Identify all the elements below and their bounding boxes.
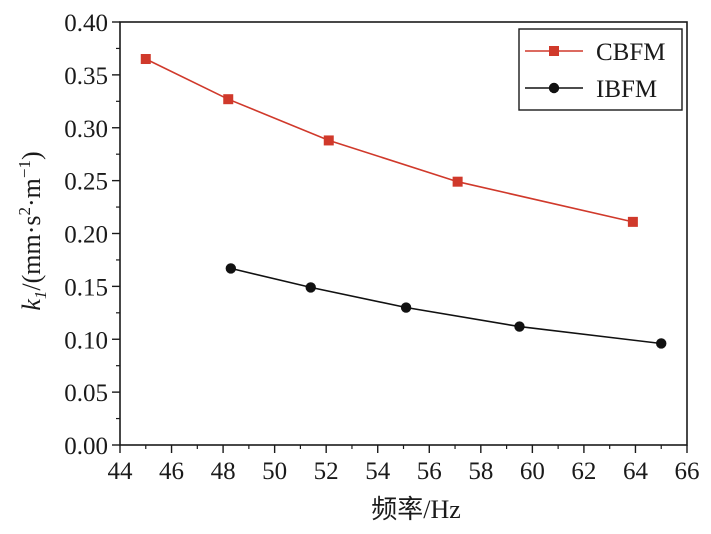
y-tick-label: 0.00 — [64, 433, 108, 460]
x-tick-label: 54 — [365, 458, 391, 485]
y-tick-label: 0.25 — [64, 169, 108, 196]
y-axis-unit-suffix: ) — [17, 151, 46, 160]
legend-cbfm-label: CBFM — [596, 39, 665, 66]
y-axis-title: k1/(mm·s2·m−1) — [15, 151, 50, 310]
plot-frame — [119, 21, 688, 446]
cbfm-point — [140, 54, 151, 65]
y-tick-label: 0.40 — [64, 10, 108, 37]
cbfm-point — [223, 94, 234, 105]
x-tick-label: 48 — [211, 458, 236, 485]
legend-ibfm-label: IBFM — [596, 76, 657, 103]
x-tick-label: 56 — [417, 458, 442, 485]
x-tick-label: 44 — [108, 458, 134, 485]
cbfm-point — [323, 135, 334, 146]
y-axis-unit-prefix: /(mm·s — [17, 216, 46, 291]
legend-cbfm-marker — [549, 46, 559, 56]
y-tick-label: 0.20 — [64, 222, 108, 249]
y-tick-label: 0.05 — [64, 380, 108, 407]
ibfm-line — [230, 267, 662, 345]
series-cbfm — [140, 54, 638, 227]
y-tick-label: 0.30 — [64, 116, 108, 143]
legend-box — [518, 28, 683, 111]
x-tick-label: 60 — [520, 458, 545, 485]
x-tick-label: 50 — [262, 458, 287, 485]
y-axis-superscript-2: 2 — [15, 207, 34, 216]
x-tick-label: 64 — [623, 458, 649, 485]
legend-ibfm-marker — [548, 82, 560, 94]
y-tick-label: 0.10 — [64, 327, 108, 354]
y-axis-symbol: k — [17, 299, 46, 311]
y-tick-label: 0.15 — [64, 274, 108, 301]
ibfm-point — [514, 321, 525, 332]
x-axis-title: 频率/Hz — [371, 495, 461, 524]
y-axis-superscript-inv: −1 — [15, 160, 34, 178]
cbfm-point — [627, 216, 638, 227]
ibfm-point — [225, 263, 237, 274]
ibfm-point — [656, 338, 667, 349]
x-tick-label: 58 — [468, 458, 493, 485]
y-axis-unit-mid: ·m — [17, 178, 46, 207]
ibfm-point — [400, 302, 412, 313]
y-tick-label: 0.35 — [64, 63, 108, 90]
y-axis-subscript: 1 — [31, 291, 50, 300]
legend: CBFM IBFM — [518, 28, 683, 111]
x-tick-labels: 44 46 48 50 52 54 56 58 60 62 64 66 — [108, 458, 700, 485]
ibfm-point — [305, 282, 316, 293]
cbfm-point — [452, 176, 463, 187]
x-tick-label: 52 — [314, 458, 339, 485]
series-layer — [140, 54, 667, 349]
x-tick-label: 46 — [159, 458, 184, 485]
series-ibfm — [225, 263, 667, 349]
x-tick-label: 66 — [675, 458, 700, 485]
y-tick-labels: 0.00 0.05 0.10 0.15 0.20 0.25 0.30 0.35 0.40 — [64, 10, 108, 460]
x-tick-label: 62 — [571, 458, 596, 485]
